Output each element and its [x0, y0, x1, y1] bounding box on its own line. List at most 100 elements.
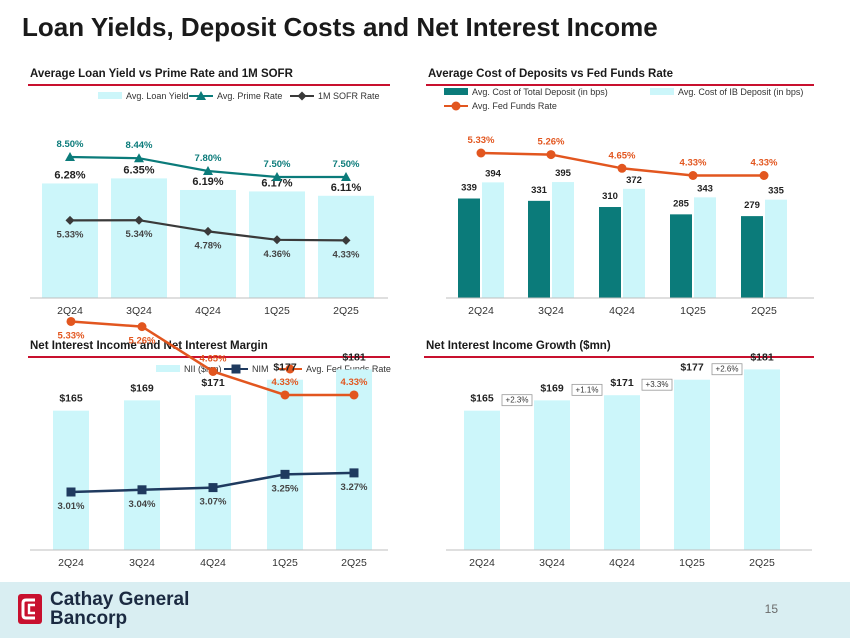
sofr-point — [65, 215, 75, 225]
loan-yield-label: 6.35% — [123, 164, 154, 176]
nii-growth-chart: $165 $169 $171 $177 $181 +2.3% +1.1% +3.3% +2.6%… — [446, 351, 812, 569]
deposits-x-tick: 2Q25 — [751, 305, 777, 317]
legend-nii-label: NII ($mn) — [184, 364, 222, 374]
nim-point — [280, 469, 290, 479]
sofr-label: 4.78% — [195, 240, 222, 251]
growth-badge — [501, 394, 533, 407]
nim-point — [349, 468, 359, 478]
growth-chart-rule — [424, 356, 814, 358]
nii-bar-label: $171 — [201, 377, 225, 389]
fed-funds-point — [546, 150, 556, 160]
prime-rate-point — [341, 172, 351, 181]
sofr-point — [341, 235, 351, 245]
loan-yield-bar — [111, 178, 167, 298]
nim-label: 3.27% — [341, 482, 368, 493]
growth-x-tick: 2Q24 — [469, 557, 495, 569]
legend-total-deposit-label: Avg. Cost of Total Deposit (in bps) — [472, 87, 608, 97]
nii-fed-funds-point — [66, 316, 76, 326]
page-title: Loan Yields, Deposit Costs and Net Inter… — [22, 12, 658, 42]
sofr-label: 5.33% — [57, 229, 84, 240]
loan-yield-bar — [249, 191, 305, 298]
nii-fed-funds-label: 4.33% — [341, 377, 368, 388]
growth-bar — [604, 395, 640, 550]
nii-x-tick: 2Q25 — [341, 557, 367, 569]
cathay-logo-icon — [18, 594, 42, 624]
fed-funds-label: 4.33% — [751, 158, 778, 169]
fed-funds-label: 5.33% — [468, 135, 495, 146]
growth-bar-label: $169 — [540, 382, 564, 394]
legend-nii-fed-funds-marker — [285, 364, 295, 374]
fed-funds-label: 4.65% — [609, 150, 636, 161]
loan-yield-bar — [180, 189, 236, 298]
growth-bar — [674, 379, 710, 550]
legend-total-deposit-swatch — [444, 88, 468, 95]
nii-x-tick: 4Q24 — [200, 557, 226, 569]
prime-rate-point — [65, 152, 75, 161]
growth-badge — [711, 363, 743, 376]
loan-yield-label: 6.28% — [54, 169, 85, 181]
nim-point — [66, 487, 76, 497]
loan-chart-title: Average Loan Yield vs Prime Rate and 1M … — [30, 68, 293, 80]
fed-funds-label: 5.26% — [538, 137, 565, 148]
nii-fed-funds-label: 5.33% — [58, 330, 85, 341]
total-deposit-bar — [599, 207, 621, 298]
legend-ib-deposit-label: Avg. Cost of IB Deposit (in bps) — [678, 87, 803, 97]
sofr-label: 4.33% — [333, 249, 360, 260]
ib-deposit-bar — [552, 182, 574, 298]
legend-fed-funds-label: Avg. Fed Funds Rate — [472, 101, 557, 111]
deposits-chart-title: Average Cost of Deposits vs Fed Funds Ra… — [428, 68, 673, 80]
loan-x-tick: 1Q25 — [264, 305, 290, 317]
footer-band — [0, 582, 850, 638]
nii-bar-label: $181 — [342, 351, 366, 363]
legend-sofr-label: 1M SOFR Rate — [318, 91, 380, 101]
nim-point — [208, 483, 218, 493]
ib-deposit-label: 343 — [697, 183, 713, 194]
growth-bar — [534, 400, 570, 550]
ib-deposit-bar — [623, 188, 645, 298]
prime-rate-label: 7.50% — [264, 159, 291, 170]
nii-bar-label: $177 — [273, 362, 297, 374]
nim-label: 3.04% — [129, 499, 156, 510]
legend-nim-marker — [231, 364, 241, 374]
sofr-label: 5.34% — [126, 229, 153, 240]
fed-funds-point — [617, 163, 627, 173]
ib-deposit-label: 394 — [485, 168, 502, 179]
growth-x-tick: 1Q25 — [679, 557, 705, 569]
legend-nii-swatch — [156, 365, 180, 372]
cathay-logo-mark — [21, 598, 35, 620]
growth-badge-label: +2.6% — [716, 365, 739, 374]
prime-rate-label: 7.80% — [195, 153, 222, 164]
nii-nim-chart: NII ($mn) NIM Avg. Fed Funds Rate $165 $169 $… — [30, 316, 391, 569]
nii-fed-funds-point — [137, 322, 147, 332]
growth-x-tick: 3Q24 — [539, 557, 565, 569]
deposit-cost-chart: Avg. Cost of Total Deposit (in bps) Avg. … — [444, 87, 814, 317]
growth-chart-title: Net Interest Income Growth ($mn) — [426, 340, 611, 352]
prime-rate-point — [134, 153, 144, 163]
total-deposit-label: 339 — [461, 183, 477, 194]
deposits-chart-rule — [426, 84, 814, 86]
legend-sofr-marker — [297, 91, 307, 101]
nii-chart-rule — [28, 356, 390, 358]
nii-bar — [195, 395, 231, 550]
sofr-point — [203, 226, 213, 236]
loan-x-tick: 3Q24 — [126, 305, 152, 317]
ib-deposit-bar — [694, 197, 716, 298]
company-logo-text: Cathay General Bancorp — [50, 590, 189, 628]
growth-badge — [571, 383, 603, 396]
nii-fed-funds-point — [349, 390, 359, 400]
total-deposit-bar — [458, 198, 480, 298]
growth-bar-label: $171 — [610, 377, 634, 389]
growth-bar-label: $177 — [680, 362, 704, 374]
loan-x-tick: 2Q24 — [57, 305, 83, 317]
loan-yield-label: 6.11% — [331, 182, 362, 194]
growth-x-tick: 2Q25 — [749, 557, 775, 569]
sofr-label: 4.36% — [264, 249, 291, 260]
loan-yield-chart: Avg. Loan Yield Avg. Prime Rate 1M SOFR Ra… — [30, 91, 388, 317]
prime-rate-label: 8.50% — [57, 139, 84, 150]
nim-label: 3.07% — [200, 497, 227, 508]
nii-bar-label: $165 — [59, 393, 83, 405]
growth-badge-label: +2.3% — [506, 396, 529, 405]
total-deposit-label: 331 — [531, 185, 548, 196]
loan-x-tick: 4Q24 — [195, 305, 221, 317]
growth-x-tick: 4Q24 — [609, 557, 635, 569]
